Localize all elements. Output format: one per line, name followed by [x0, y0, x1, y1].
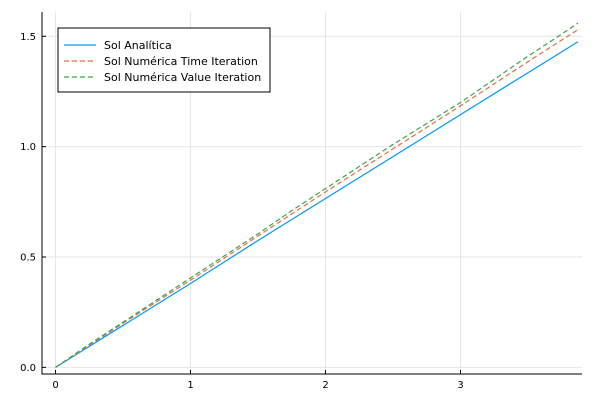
legend: Sol Analítica Sol Numérica Time Iteration… [57, 27, 271, 93]
y-tick-label: 1.5 [20, 32, 36, 43]
series-line-sol-numerica-value-iteration [55, 22, 579, 368]
y-tick-labels: 0.0 0.5 1.0 1.5 [20, 32, 36, 374]
legend-label: Sol Analítica [104, 39, 172, 52]
series-line-sol-analitica [55, 41, 579, 368]
series-line-sol-numerica-time-iteration [55, 29, 579, 368]
legend-box [57, 27, 271, 93]
series-layer [55, 22, 579, 368]
x-tick-label: 0 [52, 380, 58, 391]
tick-marks [42, 35, 461, 374]
y-tick-label: 0.5 [20, 253, 36, 264]
y-tick-label: 0.0 [20, 363, 36, 374]
legend-label: Sol Numérica Value Iteration [104, 71, 261, 84]
axes-frame [41, 12, 582, 375]
x-tick-label: 1 [187, 380, 193, 391]
x-tick-label: 2 [322, 380, 328, 391]
x-tick-label: 3 [457, 380, 463, 391]
y-tick-label: 1.0 [20, 142, 36, 153]
legend-label: Sol Numérica Time Iteration [104, 55, 258, 68]
x-tick-labels: 0 1 2 3 [52, 380, 463, 391]
